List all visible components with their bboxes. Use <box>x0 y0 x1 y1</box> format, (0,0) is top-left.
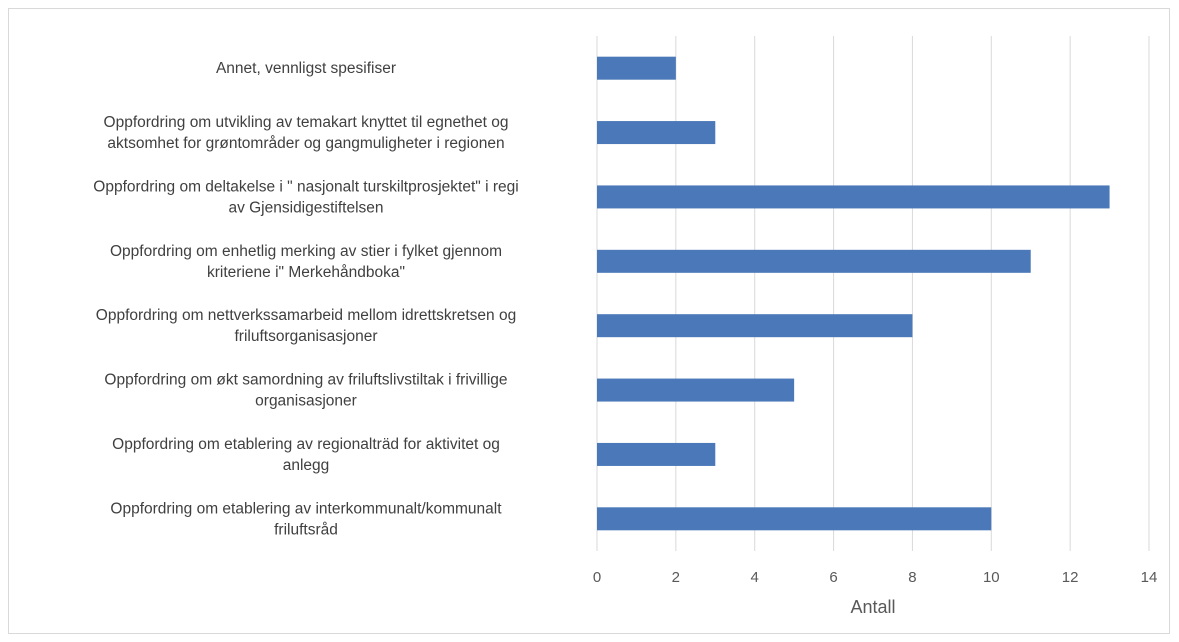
bar <box>597 378 795 402</box>
bar <box>597 249 1031 273</box>
gridlines <box>596 36 1150 551</box>
category-label: Oppfordring om etablering av interkommun… <box>110 500 502 538</box>
x-tick-label: 12 <box>1062 569 1079 586</box>
category-label: Oppfordring om enhetlig merking av stier… <box>110 243 502 281</box>
x-tick-label: 8 <box>908 569 916 586</box>
bar <box>597 56 676 80</box>
x-tick-label: 14 <box>1141 569 1158 586</box>
x-tick-label: 4 <box>751 569 759 586</box>
bar <box>597 314 913 338</box>
category-label: Oppfordring om etablering av regionalträ… <box>112 436 500 474</box>
bar <box>597 121 716 145</box>
category-label: Oppfordring om deltakelse i " nasjonalt … <box>93 178 518 216</box>
category-label: Annet, vennligst spesifiser <box>216 60 396 77</box>
x-tick-label: 2 <box>672 569 680 586</box>
category-labels: Oppfordring om etablering av interkommun… <box>93 60 518 538</box>
category-label: Oppfordring om nettverkssamarbeid mellom… <box>96 307 516 345</box>
bar <box>597 507 992 531</box>
x-axis-title: Antall <box>850 597 895 617</box>
bars <box>597 56 1110 531</box>
bar <box>597 442 716 466</box>
x-tick-label: 10 <box>983 569 1000 586</box>
category-label: Oppfordring om utvikling av temakart kny… <box>104 114 509 152</box>
bar <box>597 185 1110 209</box>
x-tick-label: 6 <box>829 569 837 586</box>
x-tick-label: 0 <box>593 569 601 586</box>
x-tick-labels: 0 2 4 6 8 10 12 14 <box>593 569 1158 586</box>
category-label: Oppfordring om økt samordning av friluft… <box>104 372 507 410</box>
